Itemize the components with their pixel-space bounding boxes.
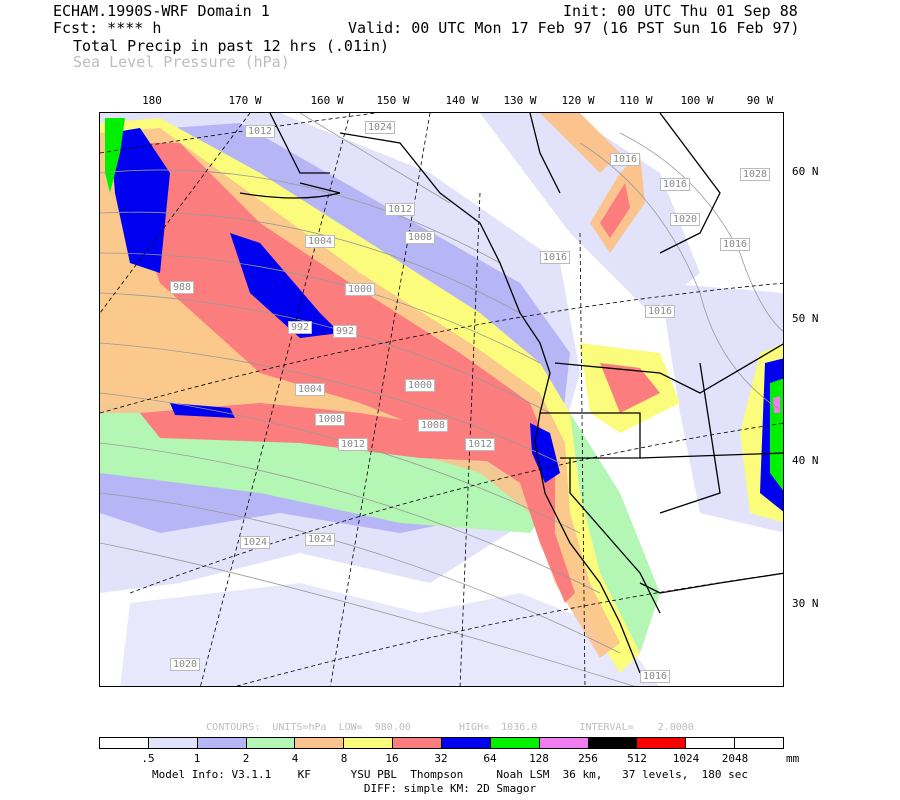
colorbar-swatch xyxy=(637,738,687,748)
lon-label: 130 W xyxy=(503,94,537,107)
colorbar-tick: 2 xyxy=(242,752,250,765)
colorbar-tick: 32 xyxy=(434,752,448,765)
pressure-label: 1020 xyxy=(670,213,701,226)
contour-info: CONTOURS: UNITS=hPa LOW= 980.00 HIGH= 10… xyxy=(206,722,694,733)
pressure-label: 1008 xyxy=(418,419,449,432)
diff-info: DIFF: simple KM: 2D Smagor xyxy=(363,782,537,795)
pressure-label: 1008 xyxy=(405,231,436,244)
isobars xyxy=(100,113,783,686)
pressure-label: 1004 xyxy=(305,235,336,248)
pressure-label: 1016 xyxy=(660,178,691,191)
colorbar-tick: 16 xyxy=(385,752,399,765)
pressure-label: 1016 xyxy=(645,305,676,318)
lat-label: 60 N xyxy=(792,165,819,178)
map-canvas xyxy=(100,113,783,686)
precip-band xyxy=(100,118,640,673)
pressure-label: 992 xyxy=(288,321,313,334)
pressure-label: 1016 xyxy=(640,670,671,683)
lon-label: 110 W xyxy=(619,94,653,107)
lon-label: 180 xyxy=(142,94,162,107)
lon-label: 150 W xyxy=(376,94,410,107)
colorbar-tick: .5 xyxy=(141,752,155,765)
colorbar-tick: 256 xyxy=(578,752,598,765)
pressure-label: 1012 xyxy=(245,125,276,138)
colorbar xyxy=(99,737,784,749)
pressure-label: 1028 xyxy=(740,168,771,181)
lon-label: 100 W xyxy=(680,94,714,107)
pressure-label: 1004 xyxy=(295,383,326,396)
colorbar-swatch xyxy=(197,738,247,748)
colorbar-tick: 512 xyxy=(627,752,647,765)
pressure-label: 1008 xyxy=(315,413,346,426)
lon-label: 170 W xyxy=(228,94,262,107)
colorbar-swatch xyxy=(735,738,784,748)
valid-time: Valid: 00 UTC Mon 17 Feb 97 (16 PST Sun … xyxy=(348,19,800,37)
colorbar-tick: 1024 xyxy=(672,752,700,765)
field-title-precip: Total Precip in past 12 hrs (.01in) xyxy=(73,37,390,55)
pressure-label: 1012 xyxy=(465,438,496,451)
colorbar-swatch xyxy=(344,738,394,748)
init-time: Init: 00 UTC Thu 01 Sep 88 xyxy=(563,2,798,20)
coastlines xyxy=(239,113,783,674)
pressure-label: 1000 xyxy=(345,283,376,296)
pressure-label: 1016 xyxy=(720,238,751,251)
colorbar-swatch xyxy=(442,738,491,748)
colorbar-swatch xyxy=(100,738,149,748)
field-title-pressure: Sea Level Pressure (hPa) xyxy=(73,53,290,71)
pressure-label: 1024 xyxy=(305,533,336,546)
colorbar-swatch xyxy=(588,738,638,748)
colorbar-swatch xyxy=(246,738,296,748)
pressure-label: 1020 xyxy=(170,658,201,671)
model-info: Model Info: V3.1.1 KF YSU PBL Thompson N… xyxy=(151,768,749,781)
colorbar-tick: 2048 xyxy=(721,752,749,765)
lat-label: 30 N xyxy=(792,597,819,610)
precip-map: 1024 1012 1016 1016 1028 1012 1008 1004 … xyxy=(99,112,784,687)
colorbar-swatch xyxy=(295,738,345,748)
colorbar-units: mm xyxy=(786,752,800,765)
lat-label: 50 N xyxy=(792,312,819,325)
forecast-hour: Fcst: **** h xyxy=(53,19,162,37)
pressure-label: 1024 xyxy=(240,536,271,549)
pressure-label: 1016 xyxy=(610,153,641,166)
colorbar-swatch xyxy=(148,738,198,748)
pressure-label: 1016 xyxy=(540,251,571,264)
pressure-label: 1000 xyxy=(405,379,436,392)
lon-label: 90 W xyxy=(746,94,774,107)
colorbar-tick: 128 xyxy=(529,752,549,765)
lat-label: 40 N xyxy=(792,454,819,467)
pressure-label: 992 xyxy=(333,325,358,338)
colorbar-tick: 1 xyxy=(193,752,201,765)
lon-label: 160 W xyxy=(310,94,344,107)
pressure-label: 1012 xyxy=(385,203,416,216)
model-title: ECHAM.1990S-WRF Domain 1 xyxy=(53,2,270,20)
pressure-label: 1012 xyxy=(338,438,369,451)
colorbar-swatch xyxy=(539,738,589,748)
pressure-label: 988 xyxy=(170,281,195,294)
colorbar-swatch xyxy=(686,738,736,748)
lon-label: 140 W xyxy=(445,94,479,107)
colorbar-swatch xyxy=(490,738,540,748)
pressure-label: 1024 xyxy=(365,121,396,134)
colorbar-tick: 8 xyxy=(340,752,348,765)
colorbar-tick: 64 xyxy=(483,752,497,765)
colorbar-tick: 4 xyxy=(291,752,299,765)
lon-label: 120 W xyxy=(561,94,595,107)
colorbar-swatch xyxy=(393,738,443,748)
